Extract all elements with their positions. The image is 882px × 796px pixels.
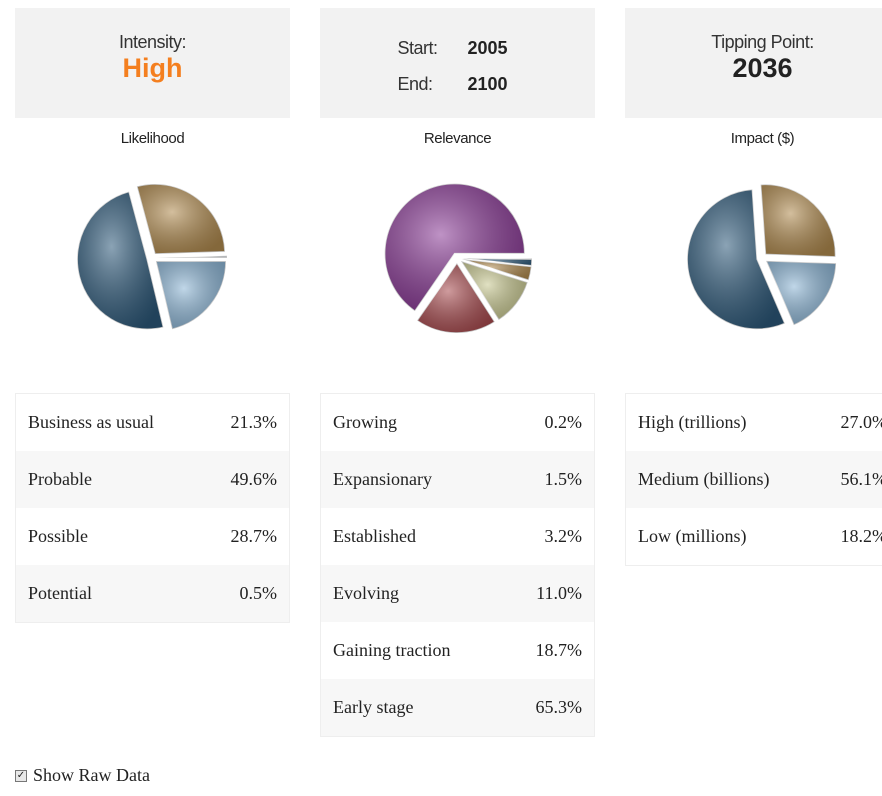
pie-slice-shade bbox=[461, 259, 532, 281]
category: Probable bbox=[28, 469, 92, 489]
percent: 1.5% bbox=[544, 469, 583, 489]
category: High (trillions) bbox=[638, 412, 747, 432]
chart-title: Relevance bbox=[423, 130, 492, 147]
category: Evolving bbox=[333, 583, 399, 603]
table-row: Evolving 11.0% bbox=[320, 565, 595, 622]
pie-chart bbox=[76, 183, 228, 331]
card-value: 2036 bbox=[732, 53, 793, 83]
category: Possible bbox=[28, 526, 89, 546]
header-card: Start: 2005 End: 2100 bbox=[320, 8, 595, 118]
pie-chart bbox=[383, 182, 533, 334]
header-card: Intensity: High bbox=[15, 8, 290, 118]
data-table: High (trillions) 27.0% Medium (billions) 56… bbox=[625, 393, 882, 566]
percent: 28.7% bbox=[230, 526, 278, 546]
table-body: Growing 0.2% Expansionary 1.5% Established 3.… bbox=[320, 394, 595, 737]
pie-slice-shade bbox=[766, 260, 837, 326]
table-row: Medium (billions) 56.1% bbox=[625, 451, 882, 508]
percent: 18.7% bbox=[535, 640, 583, 660]
pie-slice-shade bbox=[156, 255, 227, 258]
percent: 27.0% bbox=[840, 412, 882, 432]
percent: 11.0% bbox=[536, 583, 582, 603]
table-row: Potential 0.5% bbox=[15, 565, 290, 623]
date-label: End: bbox=[397, 73, 434, 94]
data-table: Business as usual 21.3% Probable 49.6% Possi… bbox=[15, 393, 290, 623]
percent: 0.2% bbox=[544, 412, 583, 432]
data-table: Growing 0.2% Expansionary 1.5% Established 3.… bbox=[320, 393, 595, 737]
table-row: Possible 28.7% bbox=[16, 508, 290, 565]
percent: 65.3% bbox=[535, 697, 583, 717]
pie-slice-shade bbox=[760, 184, 836, 257]
percent: 18.2% bbox=[840, 526, 882, 546]
date-row: Start: 2005 bbox=[320, 32, 595, 64]
table-row: Low (millions) 18.2% bbox=[626, 508, 882, 566]
chart-title: Impact ($) bbox=[730, 130, 795, 147]
table-row: Early stage 65.3% bbox=[320, 679, 595, 737]
pie-chart bbox=[686, 183, 837, 330]
card-label: Intensity: bbox=[118, 32, 187, 52]
table-row: Growing 0.2% bbox=[321, 394, 595, 452]
category: Established bbox=[333, 526, 416, 546]
pie-slice-shade bbox=[155, 261, 226, 330]
chart-title: Likelihood bbox=[120, 130, 185, 147]
table-row: Probable 49.6% bbox=[15, 451, 290, 508]
percent: 56.1% bbox=[840, 469, 882, 489]
table-row: Business as usual 21.3% bbox=[16, 394, 290, 452]
category: Business as usual bbox=[28, 412, 154, 432]
pie-slice-shade bbox=[384, 183, 525, 312]
percent: 3.2% bbox=[544, 526, 583, 546]
card-value: High bbox=[122, 53, 183, 83]
pie-slice-shade bbox=[136, 183, 225, 254]
category: Growing bbox=[333, 412, 397, 432]
category: Gaining traction bbox=[333, 640, 451, 660]
header-card: Tipping Point: 2036 bbox=[625, 8, 882, 118]
percent: 0.5% bbox=[239, 583, 278, 603]
table-row: Expansionary 1.5% bbox=[320, 451, 595, 508]
pie-slice-shade bbox=[417, 262, 495, 333]
date-row: End: 2100 bbox=[320, 68, 595, 100]
table-row: Gaining traction 18.7% bbox=[321, 622, 595, 679]
date-value: 2100 bbox=[467, 73, 508, 94]
percent: 21.3% bbox=[230, 412, 278, 432]
date-label: Start: bbox=[397, 37, 439, 58]
category: Medium (billions) bbox=[638, 469, 770, 489]
checkbox-label: Show Raw Data bbox=[33, 765, 150, 785]
category: Expansionary bbox=[333, 469, 432, 489]
pie-slice-shade bbox=[687, 189, 785, 330]
table-row: High (trillions) 27.0% bbox=[626, 394, 882, 452]
table-body: Business as usual 21.3% Probable 49.6% Possi… bbox=[15, 394, 290, 623]
checkbox-box[interactable]: ✓ bbox=[15, 769, 27, 782]
category: Early stage bbox=[333, 697, 414, 717]
table-row: Established 3.2% bbox=[321, 508, 595, 565]
category: Potential bbox=[28, 583, 92, 603]
date-value: 2005 bbox=[467, 37, 508, 58]
percent: 49.6% bbox=[230, 469, 278, 489]
date-range: Start: 2005 End: 2100 bbox=[320, 8, 595, 100]
show-raw-data-checkbox[interactable]: ✓ Show Raw Data bbox=[15, 765, 150, 786]
category: Low (millions) bbox=[638, 526, 747, 546]
table-body: High (trillions) 27.0% Medium (billions) 56… bbox=[625, 394, 882, 566]
pie-slice-shade bbox=[460, 261, 528, 320]
pie-slice-shade bbox=[77, 191, 164, 330]
card-label: Tipping Point: bbox=[711, 32, 814, 52]
